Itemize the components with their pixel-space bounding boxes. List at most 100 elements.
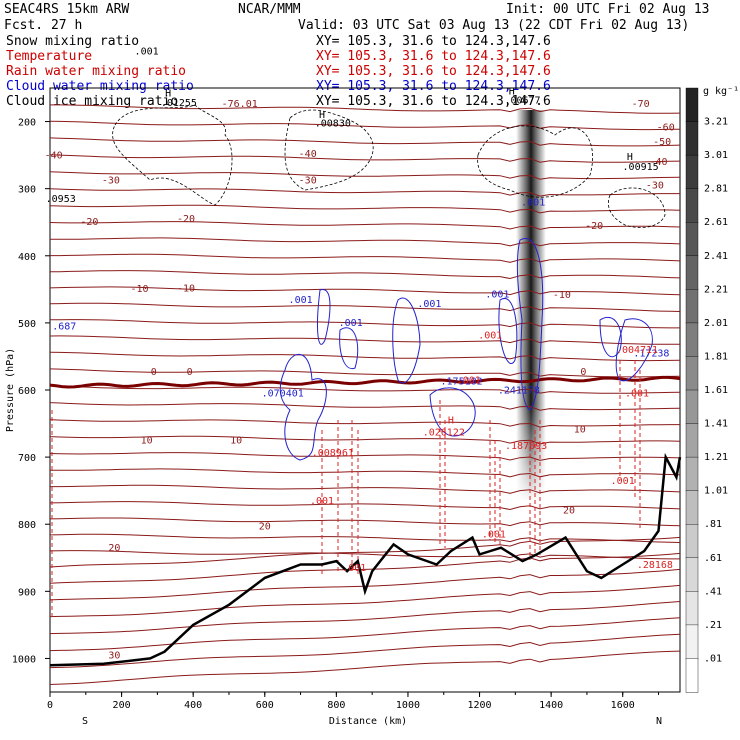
y-tick-label: 1000 — [12, 654, 36, 665]
temperature-contour-label: -40 — [649, 157, 667, 168]
y-axis: 200 300 400 500 600 700 800 900 1000 — [12, 118, 50, 665]
temperature-contour-label: -30 — [102, 175, 120, 186]
rain-water-label: H — [448, 416, 454, 427]
colorbar-label: 2.61 — [704, 217, 728, 228]
x-tick-label: 0 — [47, 700, 53, 711]
colorbar-swatch — [685, 87, 699, 123]
terrain-line — [49, 452, 682, 667]
x-tick-label: 1000 — [396, 700, 420, 711]
isotherm-line — [49, 533, 681, 543]
init-time: Init: 00 UTC Fri 02 Aug 13 — [506, 2, 710, 17]
y-tick-label: 700 — [18, 453, 36, 464]
cloud-water-label: .070401 — [262, 389, 304, 400]
colorbar-label: 1.61 — [704, 385, 728, 396]
cloud-water-label: .17238 — [633, 348, 669, 359]
freezing-isotherm — [49, 375, 681, 389]
y-tick-label: 800 — [18, 520, 36, 531]
cloud-ice-label: H — [509, 87, 515, 98]
temperature-contour-label: 10 — [230, 436, 242, 447]
colorbar-swatch — [685, 490, 699, 526]
freezing-level — [49, 375, 681, 389]
cloud-ice-label: .00677 — [504, 95, 540, 106]
isotherm-line — [49, 335, 680, 345]
x-tick-label: 800 — [327, 700, 345, 711]
colorbar-swatch — [685, 255, 699, 291]
cloud-water-contour — [599, 317, 622, 358]
colorbar-label: 2.01 — [704, 318, 728, 329]
colorbar-swatch — [685, 658, 699, 693]
colorbar-label: 2.41 — [704, 251, 728, 262]
colorbar-swatch — [685, 289, 699, 324]
temperature-contour-label: 10 — [574, 424, 586, 435]
colorbar-label: 2.81 — [704, 184, 728, 195]
temperature-contour-label: 20 — [259, 522, 271, 533]
rain-water-label: .001 — [625, 389, 649, 400]
colorbar-label: 1.41 — [704, 419, 728, 430]
cloud-ice-contours — [112, 104, 666, 228]
isotherm-line — [49, 536, 681, 568]
legend-rain-xy: XY= 105.3, 31.6 to 124.3,147.6 — [316, 64, 551, 79]
colorbar-label: .21 — [704, 620, 722, 631]
cloud-water-label: .001 — [521, 197, 545, 208]
colorbar-label: .81 — [704, 519, 722, 530]
temperature-contour-label: 20 — [108, 543, 120, 554]
temperature-contour-label: 0 — [580, 367, 586, 378]
cloud-ice-label: H — [627, 152, 633, 163]
contour-labels: -76.01 -70 -60 -50 -40 -40 -40 -30 -30 -30 -20 -20 -… — [45, 46, 675, 661]
x-tick-label: 1600 — [611, 700, 635, 711]
colorbar-swatch — [685, 221, 699, 257]
rain-water-contours — [51, 360, 641, 620]
x-tick-label: 600 — [256, 700, 274, 711]
cloud-water-label: .001 — [289, 295, 313, 306]
cloud-water-label: .241178 — [498, 385, 540, 396]
colorbar-label: .41 — [704, 586, 722, 597]
isotherm-line — [49, 270, 681, 280]
ice-contour — [608, 187, 666, 228]
colorbar-unit: g kg⁻¹ — [703, 86, 739, 97]
cloud-water-label: .001 — [417, 299, 441, 310]
colorbar-swatch — [685, 389, 699, 425]
legend-temperature-name: Temperature — [6, 49, 92, 64]
temperature-contour-label: -10 — [130, 284, 148, 295]
temperature-contour-label: -30 — [646, 181, 664, 192]
cloud-water-contour — [279, 353, 327, 461]
colorbar-label: 1.01 — [704, 486, 728, 497]
cloud-ice-label: .00830 — [315, 118, 351, 129]
colorbar-swatch — [685, 557, 699, 593]
temperature-contour-label: -70 — [632, 99, 650, 110]
rain-water-label: .001 — [478, 330, 502, 341]
rain-water-label: .28168 — [637, 560, 673, 571]
isotherm-line — [49, 517, 681, 527]
forecast-hour: Fcst. 27 h — [4, 18, 82, 33]
y-tick-label: 500 — [18, 319, 36, 330]
y-tick-label: 600 — [18, 386, 36, 397]
cloud-water-contours — [279, 237, 653, 461]
isotherm-line — [49, 385, 681, 394]
rain-water-label: .004711 — [616, 345, 658, 356]
cloud-ice-label: .001 — [135, 46, 159, 57]
x-axis-title: Distance (km) — [329, 716, 407, 727]
legend-cloud-water-xy: XY= 105.3, 31.6 to 124.3,147.6 — [316, 79, 551, 94]
temperature-contour-label: -40 — [299, 149, 317, 160]
isotherm-line — [49, 601, 681, 635]
temperature-contour-label: -20 — [585, 221, 603, 232]
ice-contour — [284, 109, 374, 191]
colorbar-label: 3.01 — [704, 150, 728, 161]
isotherm-line — [50, 253, 681, 263]
y-tick-label: 200 — [18, 118, 36, 129]
cloud-water-contour — [498, 297, 518, 364]
snow-shading-fade — [510, 110, 552, 502]
colorbar-label: 3.21 — [704, 117, 728, 128]
cloud-ice-label: H — [165, 89, 171, 100]
isotherm-line — [49, 452, 681, 461]
colorbar-swatch — [685, 121, 699, 156]
isotherm-line — [49, 204, 681, 214]
isotherm-line — [49, 419, 680, 428]
cloud-ice-label: H — [319, 110, 325, 121]
isotherm-line — [49, 171, 681, 180]
legend-rain-name: Rain water mixing ratio — [6, 64, 186, 79]
colorbar-swatch — [685, 591, 699, 626]
cloud-water-label: .687 — [52, 322, 76, 333]
rain-water-label: .001 — [457, 375, 481, 386]
